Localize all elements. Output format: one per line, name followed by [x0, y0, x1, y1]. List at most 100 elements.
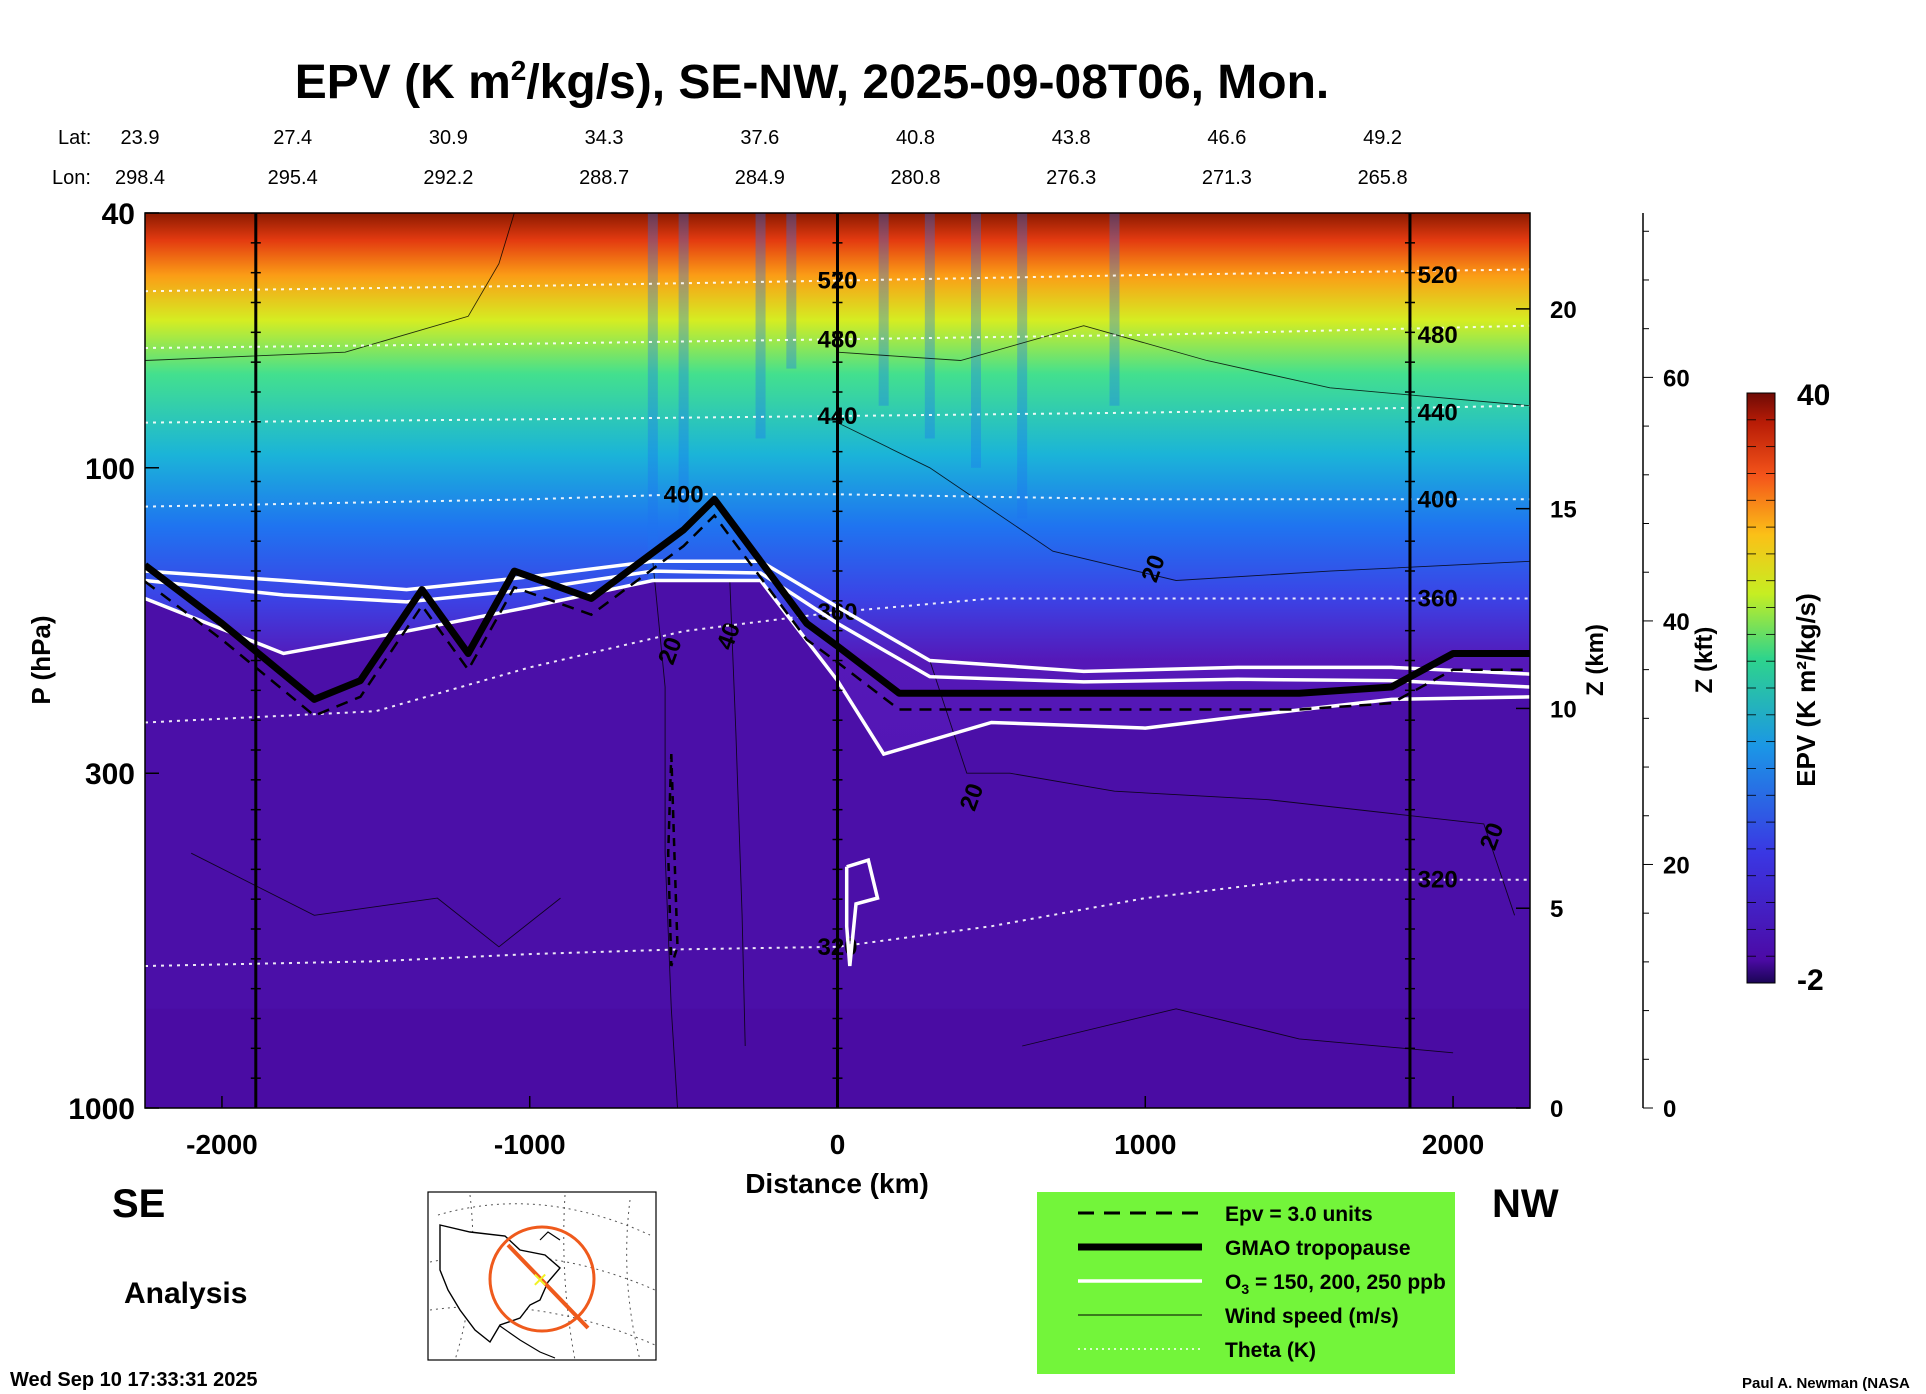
theta-isentrope-label: 400	[664, 481, 704, 508]
wind-contour-line	[145, 213, 515, 361]
globe-map-icon: ✕	[427, 1191, 657, 1361]
theta-isentrope-label-right: 440	[1418, 400, 1458, 427]
lon-value: 276.3	[1046, 167, 1096, 189]
epv-streak	[924, 213, 935, 439]
theta-isentrope-line	[145, 268, 1530, 293]
epv-3-unit-contour	[145, 513, 1530, 967]
y-tick-label: 100	[85, 453, 135, 486]
y-tick-label: 40	[102, 198, 135, 231]
epv-streaks	[647, 213, 1120, 581]
theta-isentrope-line	[145, 493, 1530, 508]
theta-isentrope-label-right: 480	[1418, 322, 1458, 349]
epv-streak	[786, 213, 797, 369]
x-axis-title: Distance (km)	[745, 1168, 929, 1199]
epv-streak	[878, 213, 889, 406]
legend-label-part: O	[1225, 1271, 1241, 1294]
legend: Epv = 3.0 units GMAO tropopause O3 = 150, …	[1037, 1192, 1455, 1374]
lat-value: 46.6	[1207, 127, 1246, 149]
colorbar-ticks	[1747, 392, 1775, 984]
colorbar-min-label: -2	[1797, 964, 1824, 997]
epv-streak	[647, 213, 658, 581]
lat-row-label: Lat:	[58, 127, 91, 149]
z-km-tick-label: 10	[1550, 696, 1577, 723]
theta-isentrope-line	[145, 324, 1530, 349]
legend-label-part: = 150, 200, 250 ppb	[1249, 1271, 1446, 1294]
ozone-contour-loop	[844, 857, 880, 967]
gmao-tropopause-layer	[145, 495, 1530, 703]
nw-direction-label: NW	[1492, 1182, 1559, 1226]
lon-value: 292.2	[423, 167, 473, 189]
ozone-contour-line	[145, 559, 1530, 676]
lat-value: 27.4	[273, 127, 312, 149]
theta-isentrope-label-right: 400	[1418, 486, 1458, 513]
wind-contour-line	[929, 660, 1516, 916]
x-tick-label: 2000	[1422, 1129, 1484, 1160]
lon-value: 265.8	[1358, 167, 1408, 189]
y-tick-label: 1000	[68, 1093, 135, 1126]
wind-contour-line	[190, 852, 561, 948]
wind-contour-line	[652, 561, 678, 1108]
epv-dashed-line	[145, 513, 1530, 718]
lat-value: 40.8	[896, 127, 935, 149]
z-kft-tick-label: 40	[1663, 609, 1690, 636]
chart-title: EPV (K m2/kg/s), SE-NW, 2025-09-08T06, M…	[295, 55, 1330, 109]
lat-value: 30.9	[429, 127, 468, 149]
x-tick-label: -1000	[494, 1129, 566, 1160]
colorbar: 40 -2 EPV (K m²/kg/s)	[1746, 379, 1830, 997]
lon-value: 280.8	[890, 167, 940, 189]
epv-streak	[1017, 213, 1028, 519]
wind-contour-line	[1022, 1008, 1454, 1054]
wind-contour-line	[837, 325, 1530, 407]
lon-value: 271.3	[1202, 167, 1252, 189]
lat-value: 34.3	[585, 127, 624, 149]
lon-value: 295.4	[268, 167, 318, 189]
z-km-tick-label: 20	[1550, 297, 1577, 324]
vertical-markers	[250, 213, 1415, 1108]
y-axis-title: P (hPa)	[26, 615, 56, 704]
colorbar-title: EPV (K m²/kg/s)	[1791, 593, 1821, 787]
z-kft-tick-label: 20	[1663, 852, 1690, 879]
theta-isentrope-label-right: 520	[1418, 262, 1458, 289]
x-tick-label: -2000	[186, 1129, 258, 1160]
z-kft-tick-label: 0	[1663, 1096, 1676, 1123]
se-direction-label: SE	[112, 1182, 165, 1226]
lon-value: 288.7	[579, 167, 629, 189]
y-axis: 40 100 300 1000	[68, 198, 159, 1126]
lat-value: 23.9	[121, 127, 160, 149]
lon-row-label: Lon:	[52, 167, 91, 189]
wind-contour-line	[837, 422, 1530, 581]
lat-value: 43.8	[1052, 127, 1091, 149]
legend-background	[1037, 1192, 1455, 1374]
legend-label: GMAO tropopause	[1225, 1237, 1411, 1260]
z-kft-axis: 0 20 40 60	[1642, 213, 1690, 1123]
wind-contour-line	[729, 580, 746, 1047]
legend-label: O3 = 150, 200, 250 ppb	[1225, 1271, 1446, 1297]
epv-streak	[971, 213, 981, 468]
lat-value: 37.6	[740, 127, 779, 149]
credit-label: Paul A. Newman (NASA	[1742, 1375, 1910, 1392]
legend-label: Theta (K)	[1225, 1339, 1316, 1362]
theta-isentrope-line	[145, 878, 1530, 967]
epv-streak	[755, 213, 766, 439]
lon-value: 298.4	[115, 167, 165, 189]
epv-streak	[678, 213, 689, 541]
timestamp: Wed Sep 10 17:33:31 2025	[10, 1369, 258, 1391]
theta-isentrope-label-right: 320	[1418, 867, 1458, 894]
ozone-contour-line	[145, 569, 1530, 689]
z-km-tick-label: 15	[1550, 497, 1577, 524]
z-kft-axis-title: Z (kft)	[1691, 627, 1718, 694]
z-km-axis-title: Z (km)	[1582, 624, 1609, 696]
theta-isentrope-line	[145, 404, 1530, 424]
z-km-tick-label: 0	[1550, 1096, 1563, 1123]
z-km-tick-label: 5	[1550, 896, 1563, 923]
svg-text:✕: ✕	[532, 1268, 549, 1292]
z-km-axis: 0 5 10 15 20	[1516, 297, 1577, 1123]
theta-isentrope-label-right: 360	[1418, 585, 1458, 612]
legend-label: Wind speed (m/s)	[1225, 1305, 1399, 1328]
analysis-label: Analysis	[124, 1277, 247, 1310]
lon-value: 284.9	[735, 167, 785, 189]
lat-value: 49.2	[1363, 127, 1402, 149]
gmao-tropopause-line	[145, 495, 1530, 703]
